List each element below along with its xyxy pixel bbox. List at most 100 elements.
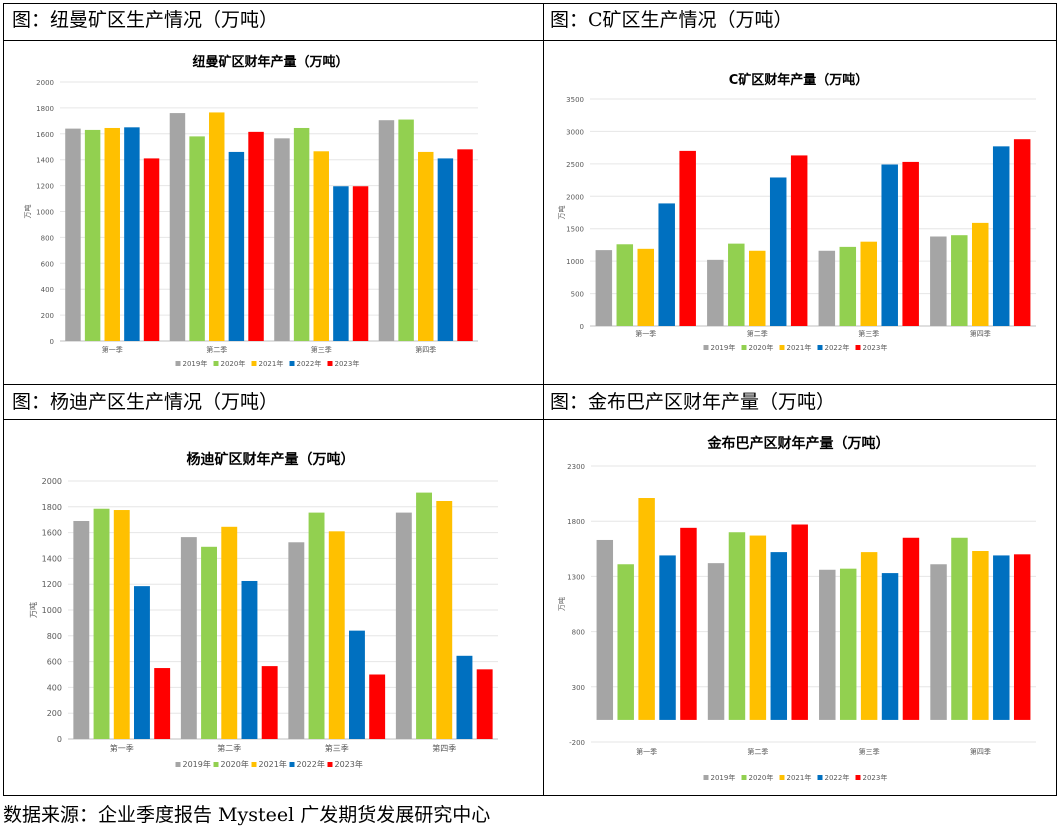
bar-2020年 [308, 512, 325, 739]
bar-2022年 [769, 177, 787, 326]
x-category-label: 第一季 [102, 345, 123, 354]
y-tick-label: 1400 [42, 554, 62, 563]
bar-2019年 [818, 250, 836, 326]
bar-2019年 [73, 520, 90, 739]
legend-label: 2021年 [259, 759, 287, 769]
bar-2019年 [378, 120, 395, 341]
legend-swatch [175, 361, 181, 366]
bar-2021年 [638, 498, 655, 720]
bar-2021年 [972, 551, 989, 720]
bar-2022年 [349, 630, 365, 739]
figure-grid [3, 3, 1057, 796]
grid-divider-caption-bottom [4, 419, 1056, 420]
bar-2020年 [189, 136, 205, 341]
bar-2020年 [293, 127, 310, 341]
bar-2019年 [930, 236, 947, 326]
x-category-label: 第二季 [206, 345, 227, 354]
bar-2021年 [418, 151, 434, 341]
y-tick-label: 1300 [567, 573, 585, 581]
legend-label: 2023年 [335, 359, 360, 368]
bar-2023年 [1013, 139, 1031, 326]
y-tick-label: 3000 [566, 128, 584, 136]
bar-2021年 [436, 500, 453, 739]
y-tick-label: 1200 [36, 183, 54, 191]
bar-2021年 [221, 526, 238, 739]
bar-2020年 [93, 508, 110, 739]
bar-2023年 [248, 131, 264, 341]
grid-divider-middle [4, 384, 1056, 385]
y-tick-label: 0 [580, 323, 584, 331]
bar-2020年 [201, 546, 217, 739]
bar-2020年 [416, 492, 432, 739]
legend-label: 2021年 [259, 359, 284, 368]
legend-label: 2022年 [297, 759, 325, 769]
y-axis-label: 万吨 [557, 597, 566, 611]
bar-2022年 [124, 127, 140, 341]
bar-2020年 [728, 532, 746, 720]
y-tick-label: 2000 [566, 193, 584, 201]
bar-2023年 [790, 155, 808, 326]
bar-2019年 [395, 512, 412, 739]
chart-title: 杨迪矿区财年产量（万吨） [187, 451, 355, 468]
legend-label: 2022年 [825, 773, 850, 782]
bar-2020年 [617, 564, 634, 720]
y-tick-label: 800 [41, 234, 54, 242]
bar-2020年 [839, 568, 857, 720]
legend-swatch [817, 345, 823, 350]
bar-2021年 [209, 112, 225, 342]
chart-panel-c-area: C矿区财年产量（万吨） 0 500 1000 1500 2000 2500 3000 3500 万… [546, 44, 1051, 378]
caption-yandi: 图：杨迪产区生产情况（万吨） [12, 391, 279, 413]
chart-title: 纽曼矿区财年产量（万吨） [192, 54, 348, 70]
y-tick-label: 1600 [36, 131, 54, 139]
legend-label: 2019年 [711, 343, 736, 352]
bar-2023年 [261, 666, 278, 739]
chart-panel-jimblebar: 金布巴产区财年产量（万吨） -200 300 800 1300 1800 2300 万吨 第一季… [546, 424, 1051, 792]
y-tick-label: 200 [41, 312, 54, 320]
bar-2023年 [476, 669, 493, 739]
y-tick-label: 1400 [36, 157, 54, 165]
legend-swatch [817, 775, 823, 780]
legend-label: 2021年 [787, 343, 812, 352]
legend-swatch [213, 762, 219, 767]
y-tick-label: 1200 [42, 580, 62, 589]
bar-2022年 [992, 146, 1010, 326]
bar-2020年 [951, 537, 968, 720]
bar-2019年 [596, 539, 614, 720]
bar-2022年 [993, 555, 1010, 720]
x-category-label: 第三季 [325, 743, 349, 753]
legend-label: 2023年 [335, 759, 363, 769]
legend-swatch [741, 345, 747, 350]
grid-divider-vertical [543, 4, 544, 795]
bar-2023年 [680, 527, 697, 720]
legend-swatch [251, 361, 257, 366]
x-category-label: 第四季 [970, 329, 991, 338]
chart-panel-newman: 纽曼矿区财年产量（万吨） 0 200 400 600 800 1000 1200 1400 160… [8, 44, 533, 378]
legend-label: 2022年 [825, 343, 850, 352]
y-tick-label: 0 [50, 338, 54, 346]
y-tick-label: 800 [572, 629, 585, 637]
y-tick-label: 3500 [566, 96, 584, 104]
legend-label: 2019年 [711, 773, 736, 782]
bar-2020年 [951, 235, 968, 326]
legend-label: 2019年 [183, 359, 208, 368]
legend-label: 2022年 [297, 359, 322, 368]
bar-2021年 [328, 531, 345, 739]
caption-newman: 图：纽曼矿区生产情况（万吨） [12, 9, 279, 31]
bar-2023年 [369, 674, 386, 739]
x-category-label: 第二季 [747, 329, 768, 338]
legend-swatch [251, 762, 257, 767]
bar-2020年 [84, 129, 101, 341]
y-tick-label: 1500 [566, 226, 584, 234]
bar-2019年 [819, 569, 836, 720]
bar-2023年 [902, 161, 919, 326]
x-category-label: 第一季 [636, 747, 657, 756]
bar-2023年 [143, 158, 160, 341]
bar-2022年 [456, 655, 473, 739]
legend-label: 2019年 [183, 759, 211, 769]
bar-2021年 [971, 222, 989, 326]
legend-label: 2020年 [749, 343, 774, 352]
legend-swatch [289, 361, 295, 366]
legend-label: 2021年 [787, 773, 812, 782]
y-tick-label: 1000 [36, 209, 54, 217]
y-tick-label: 2300 [567, 463, 585, 471]
